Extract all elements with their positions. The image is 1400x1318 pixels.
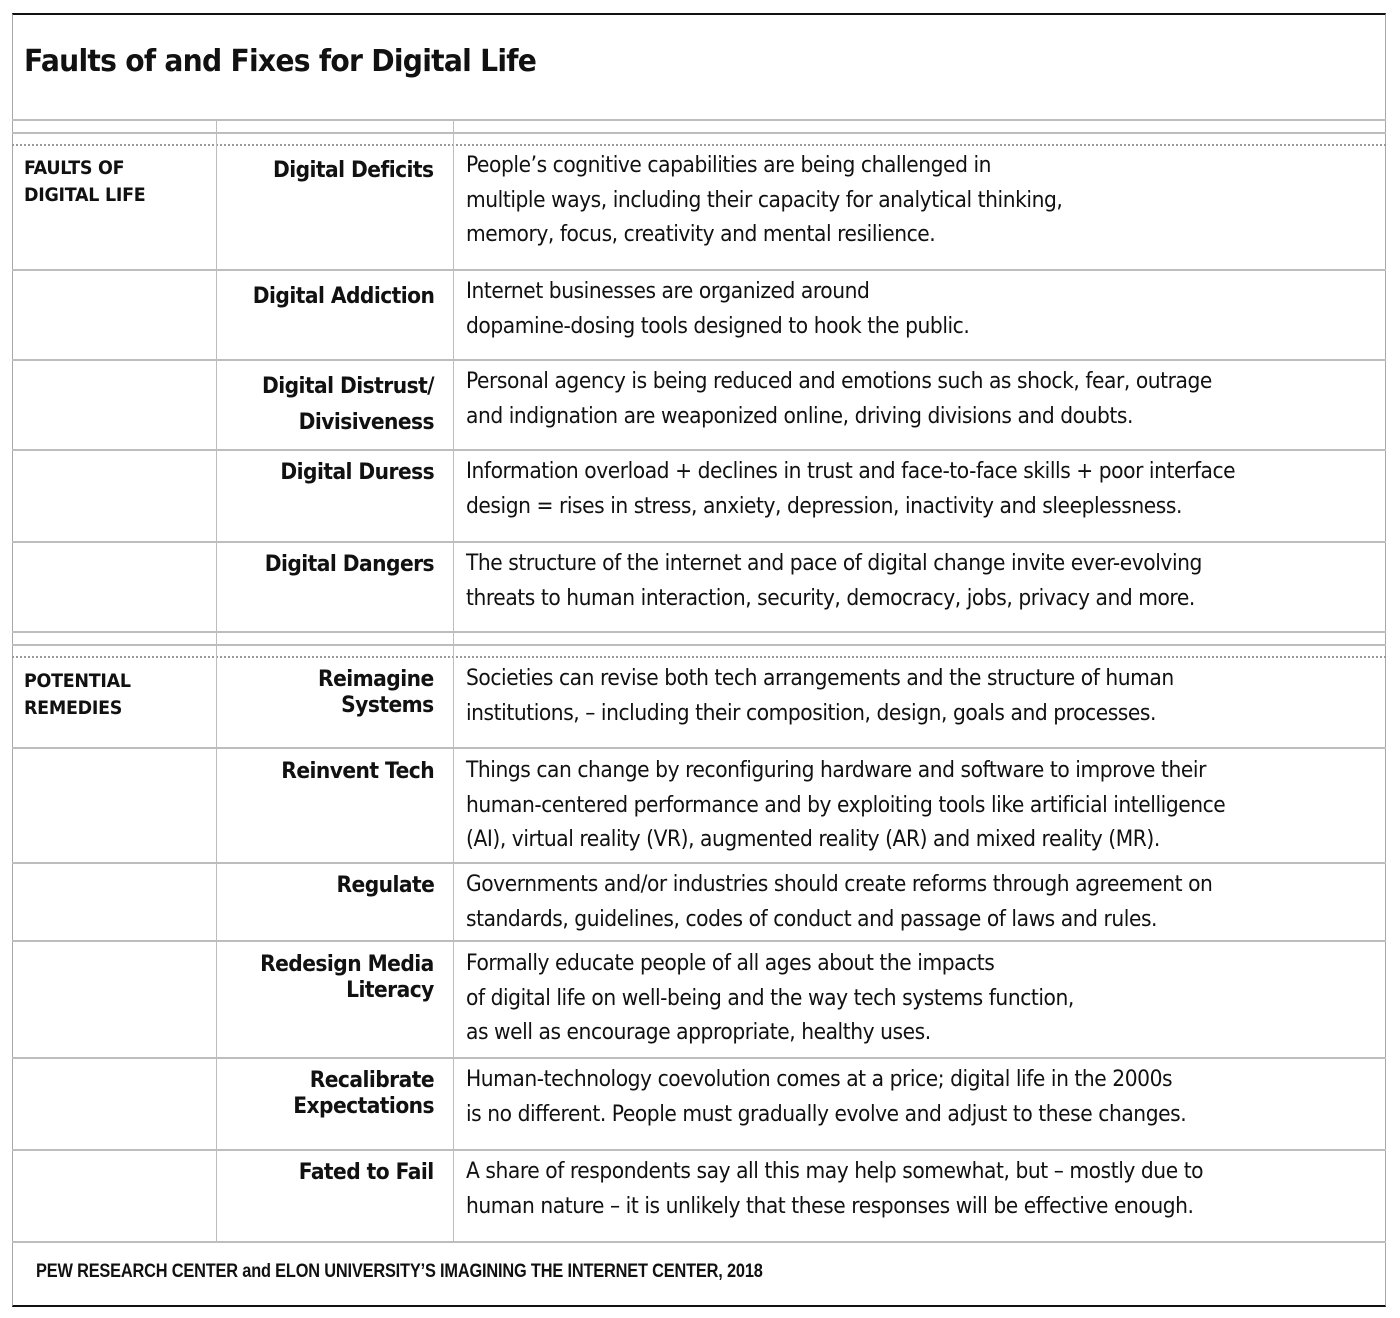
term-reinvent-tech: Reinvent Tech <box>281 759 434 784</box>
divider <box>12 1241 1386 1243</box>
description-regulate: Governments and/or industries should cre… <box>466 871 1213 932</box>
term-redesign-media-literacy: Redesign Media Literacy <box>260 952 434 1003</box>
divider <box>12 541 1386 543</box>
divider <box>12 119 1386 121</box>
term-recalibrate-expectations: Recalibrate Expectations <box>293 1068 434 1119</box>
page-title: Faults of and Fixes for Digital Life <box>24 44 537 79</box>
divider <box>12 359 1386 361</box>
divider <box>12 644 1386 646</box>
divider <box>12 862 1386 864</box>
term-digital-deficits: Digital Deficits <box>273 158 434 183</box>
section-label-remedies: POTENTIAL REMEDIES <box>24 670 131 719</box>
column-divider <box>453 119 454 1242</box>
dotted-divider <box>12 656 1386 658</box>
description-fated-to-fail: A share of respondents say all this may … <box>466 1158 1204 1219</box>
divider <box>12 132 1386 134</box>
term-digital-duress: Digital Duress <box>280 460 434 485</box>
term-reimagine-systems: Reimagine Systems <box>318 667 434 718</box>
term-digital-addiction: Digital Addiction <box>252 284 434 309</box>
source-footer: PEW RESEARCH CENTER and ELON UNIVERSITY’… <box>36 1261 763 1282</box>
divider <box>12 269 1386 271</box>
divider <box>12 631 1386 633</box>
divider <box>12 940 1386 942</box>
description-recalibrate-expectations: Human-technology coevolution comes at a … <box>466 1066 1187 1127</box>
divider <box>12 449 1386 451</box>
divider <box>12 747 1386 749</box>
description-digital-duress: Information overload + declines in trust… <box>466 458 1236 519</box>
column-divider <box>216 119 217 1242</box>
divider <box>12 1057 1386 1059</box>
term-digital-distrust: Digital Distrust/ Divisiveness <box>261 374 435 435</box>
section-label-faults: FAULTS OF DIGITAL LIFE <box>24 157 146 206</box>
description-reinvent-tech: Things can change by reconfiguring hardw… <box>466 757 1226 852</box>
term-digital-dangers: Digital Dangers <box>264 552 435 577</box>
divider <box>12 1149 1386 1151</box>
description-reimagine-systems: Societies can revise both tech arrangeme… <box>466 665 1174 726</box>
term-fated-to-fail: Fated to Fail <box>299 1160 434 1185</box>
description-digital-addiction: Internet businesses are organized around… <box>466 278 970 339</box>
description-digital-dangers: The structure of the internet and pace o… <box>466 550 1202 611</box>
description-digital-distrust: Personal agency is being reduced and emo… <box>466 368 1212 429</box>
table-frame <box>12 13 1386 1307</box>
description-redesign-media-literacy: Formally educate people of all ages abou… <box>466 950 1074 1045</box>
dotted-divider <box>12 144 1386 146</box>
description-digital-deficits: People’s cognitive capabilities are bein… <box>466 152 1063 247</box>
term-regulate: Regulate <box>336 873 434 898</box>
